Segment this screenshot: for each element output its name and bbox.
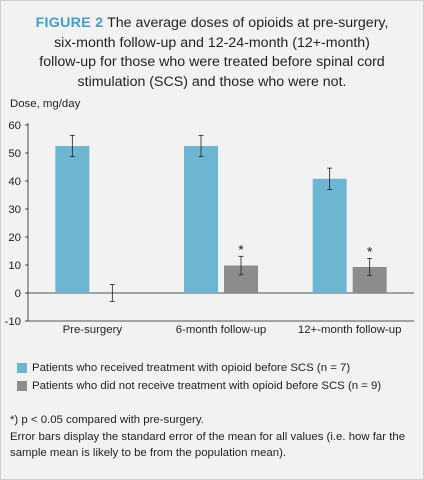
y-tick-label: 10 [8, 260, 21, 272]
bar [55, 146, 90, 293]
legend-item-1: Patients who received treatment with opi… [17, 362, 350, 374]
figure-label: FIGURE 2 [35, 15, 104, 31]
y-tick-label: 50 [8, 148, 21, 160]
caption-line-3: follow-up for those who were treated bef… [39, 54, 385, 70]
significance-marker: * [238, 241, 244, 257]
legend-swatch-2 [17, 381, 27, 391]
x-tick-label: 12+-month follow-up [298, 324, 402, 336]
y-tick-label: 40 [8, 176, 21, 188]
x-tick-label: Pre-surgery [63, 324, 123, 336]
legend-swatch-1 [17, 363, 27, 373]
legend-item-2: Patients who did not receive treatment w… [17, 380, 381, 392]
legend-label-1: Patients who received treatment with opi… [32, 362, 351, 374]
caption-line-2: six-month follow-up and 12-24-month (12+… [54, 34, 370, 51]
caption-text-1: The average doses of opioids at pre-surg… [103, 15, 389, 31]
figure-caption: FIGURE 2 The average doses of opioids at… [0, 14, 424, 92]
y-axis-title: Dose, mg/day [10, 98, 81, 110]
y-tick-label: 30 [8, 204, 21, 216]
bar [184, 146, 218, 293]
x-tick-label: 6-month follow-up [176, 324, 267, 336]
caption-line-4: stimulation (SCS) and those who were not… [77, 73, 347, 90]
y-tick-label: -10 [5, 316, 21, 328]
y-tick-label: 60 [8, 120, 21, 132]
significance-marker: * [367, 244, 373, 260]
y-tick-label: 0 [15, 288, 21, 300]
y-tick-label: 20 [8, 232, 21, 244]
significance-note: *) p < 0.05 compared with pre-surgery. [10, 414, 204, 426]
bar [312, 178, 347, 293]
legend-label-2: Patients who did not receive treatment w… [32, 380, 382, 392]
caption-line-1: FIGURE 2 The average doses of opioids at… [0, 14, 424, 34]
error-bar-note: Error bars display the standard error of… [10, 431, 406, 459]
